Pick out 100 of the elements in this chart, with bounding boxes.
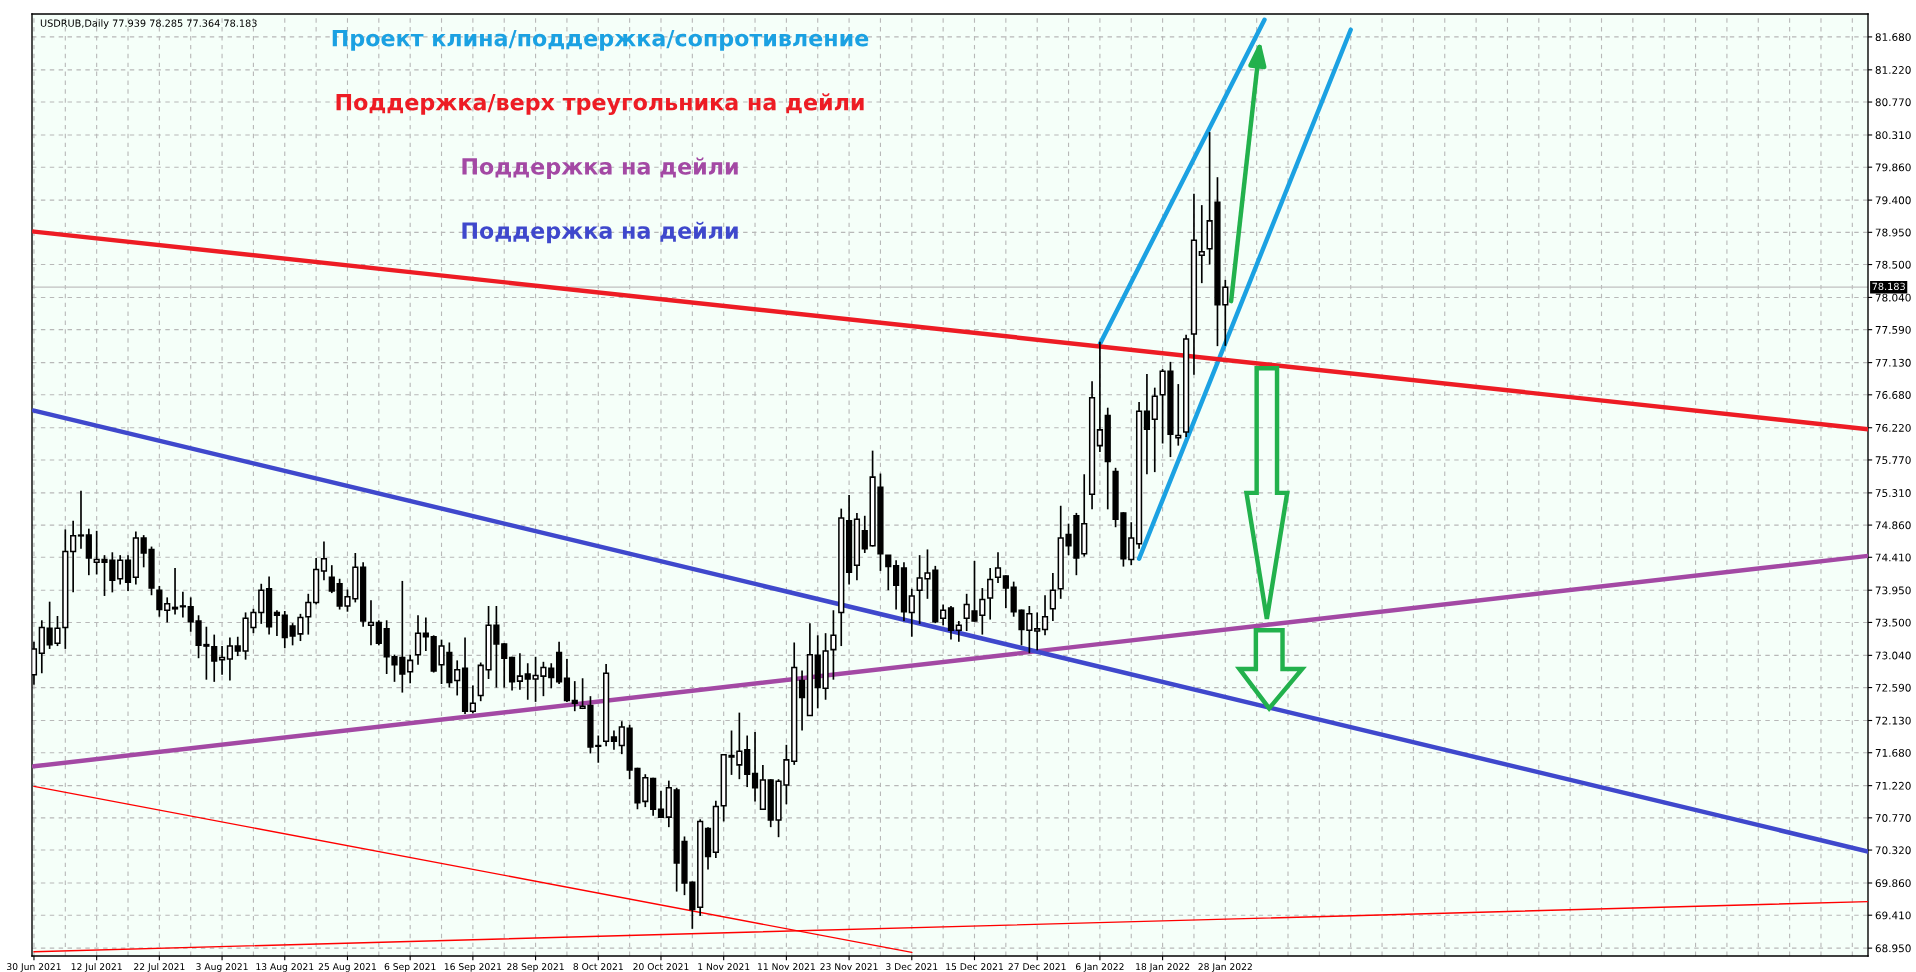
candlestick [117, 554, 124, 586]
y-tick-label: 69.410 [1875, 911, 1911, 920]
candlestick [1034, 611, 1041, 652]
candlestick [1175, 383, 1182, 447]
text: Проект клина/поддержка/сопротивление [332, 29, 869, 51]
y-tick-label: 72.130 [1875, 716, 1911, 725]
candlestick [1041, 594, 1049, 637]
candlestick [367, 599, 375, 647]
y-tick-label: 80.770 [1875, 98, 1911, 107]
y-tick-label: 70.770 [1875, 814, 1911, 822]
y-tick-label: 77.590 [1875, 325, 1911, 334]
y-tick-label: 73.950 [1875, 586, 1911, 595]
x-tick-label: 27 Dec 2021 [1008, 963, 1066, 971]
candlestick [407, 653, 414, 685]
ref-line-label: 78.183 [1872, 282, 1905, 291]
y-tick-label: 72.590 [1875, 683, 1911, 692]
x-tick-label: 30 Jun 2021 [7, 963, 61, 972]
candlestick [657, 789, 665, 818]
candlestick [156, 585, 163, 618]
x-tick-label: 22 Jul 2021 [134, 962, 185, 972]
candlestick [892, 559, 900, 611]
x-tick-label: 16 Sep 2021 [444, 963, 502, 972]
x-tick-label: 23 Nov 2021 [820, 963, 878, 971]
candlestick [85, 527, 92, 577]
candlestick [469, 684, 476, 715]
candlestick [987, 567, 994, 621]
text: Поддержка/верх треугольника на дейли [336, 93, 864, 116]
x-tick-label: 18 Jan 2022 [1136, 963, 1190, 972]
y-tick-label: 75.770 [1875, 456, 1911, 465]
candlestick [414, 614, 422, 666]
y-tick-label: 81.220 [1875, 66, 1911, 74]
candlestick [1049, 572, 1056, 622]
candlestick [1198, 204, 1205, 284]
candlestick [940, 603, 947, 627]
candlestick [1002, 574, 1009, 609]
candlestick [947, 605, 955, 641]
candlestick [885, 554, 892, 592]
candlestick [226, 636, 234, 682]
y-tick-label: 79.860 [1875, 163, 1911, 172]
y-tick-label: 71.220 [1875, 781, 1911, 790]
candlestick [77, 489, 85, 550]
candlestick [830, 609, 837, 681]
candlestick [320, 540, 328, 582]
x-tick-label: 6 Jan 2022 [1075, 963, 1124, 972]
y-tick-label: 73.040 [1875, 651, 1911, 660]
x-tick-label: 13 Aug 2021 [256, 963, 314, 972]
candlestick [516, 652, 524, 691]
y-tick-label: 73.500 [1875, 618, 1911, 627]
candlestick [171, 567, 179, 616]
y-tick-label: 75.310 [1875, 489, 1911, 497]
x-tick-label: 6 Sep 2021 [384, 963, 436, 972]
text: Поддержка на дейли [462, 221, 738, 244]
candlestick [70, 519, 77, 594]
y-tick-label: 71.680 [1875, 748, 1911, 757]
y-tick-label: 78.040 [1875, 293, 1911, 302]
candlestick [124, 554, 132, 592]
y-tick-label: 74.410 [1875, 553, 1911, 562]
y-tick-label: 79.400 [1875, 196, 1911, 205]
candlestick [618, 720, 625, 755]
y-tick-label: 78.950 [1875, 228, 1911, 237]
candlestick [798, 669, 806, 732]
candlestick [164, 596, 171, 624]
x-tick-label: 20 Oct 2021 [633, 963, 689, 971]
candlestick [179, 590, 186, 619]
y-tick-label: 69.860 [1875, 879, 1911, 888]
candlestick [751, 731, 759, 803]
y-tick-label: 78.500 [1875, 260, 1911, 269]
y-tick-label: 68.950 [1875, 944, 1911, 953]
x-tick-label: 11 Nov 2021 [758, 963, 815, 971]
x-tick-label: 3 Dec 2021 [886, 963, 938, 971]
x-tick-label: 28 Jan 2022 [1198, 963, 1252, 972]
candlestick [305, 592, 312, 636]
x-tick-label: 28 Sep 2021 [507, 963, 564, 972]
y-tick-label: 80.310 [1875, 131, 1911, 140]
candlestick [454, 659, 461, 697]
candlestick [328, 564, 335, 594]
y-tick-label: 76.220 [1875, 423, 1911, 432]
y-tick-label: 77.130 [1875, 358, 1911, 367]
y-tick-label: 76.680 [1875, 391, 1911, 399]
candlestick [1143, 373, 1151, 476]
candlestick [273, 609, 281, 637]
candlestick [610, 729, 618, 751]
candlestick [955, 620, 962, 643]
text: Поддержка на дейли [462, 157, 738, 180]
y-tick-label: 74.860 [1875, 521, 1911, 530]
x-tick-label: 1 Nov 2021 [698, 963, 750, 971]
x-tick-label: 15 Dec 2021 [946, 963, 1003, 971]
x-tick-label: 3 Aug 2021 [196, 963, 248, 972]
x-tick-label: 25 Aug 2021 [318, 963, 376, 972]
candlestick [563, 658, 571, 703]
candlestick [571, 680, 578, 713]
candlestick [994, 551, 1002, 584]
x-tick-label: 12 Jul 2021 [71, 962, 122, 972]
candlestick [1096, 341, 1104, 453]
y-tick-label: 70.320 [1875, 846, 1911, 855]
candlestick [422, 616, 429, 652]
x-tick-label: 8 Oct 2021 [573, 963, 623, 971]
text: USDRUB,Daily 77.939 78.285 77.364 78.183 [40, 19, 257, 29]
candlestick [908, 587, 915, 638]
candlestick [375, 619, 382, 647]
